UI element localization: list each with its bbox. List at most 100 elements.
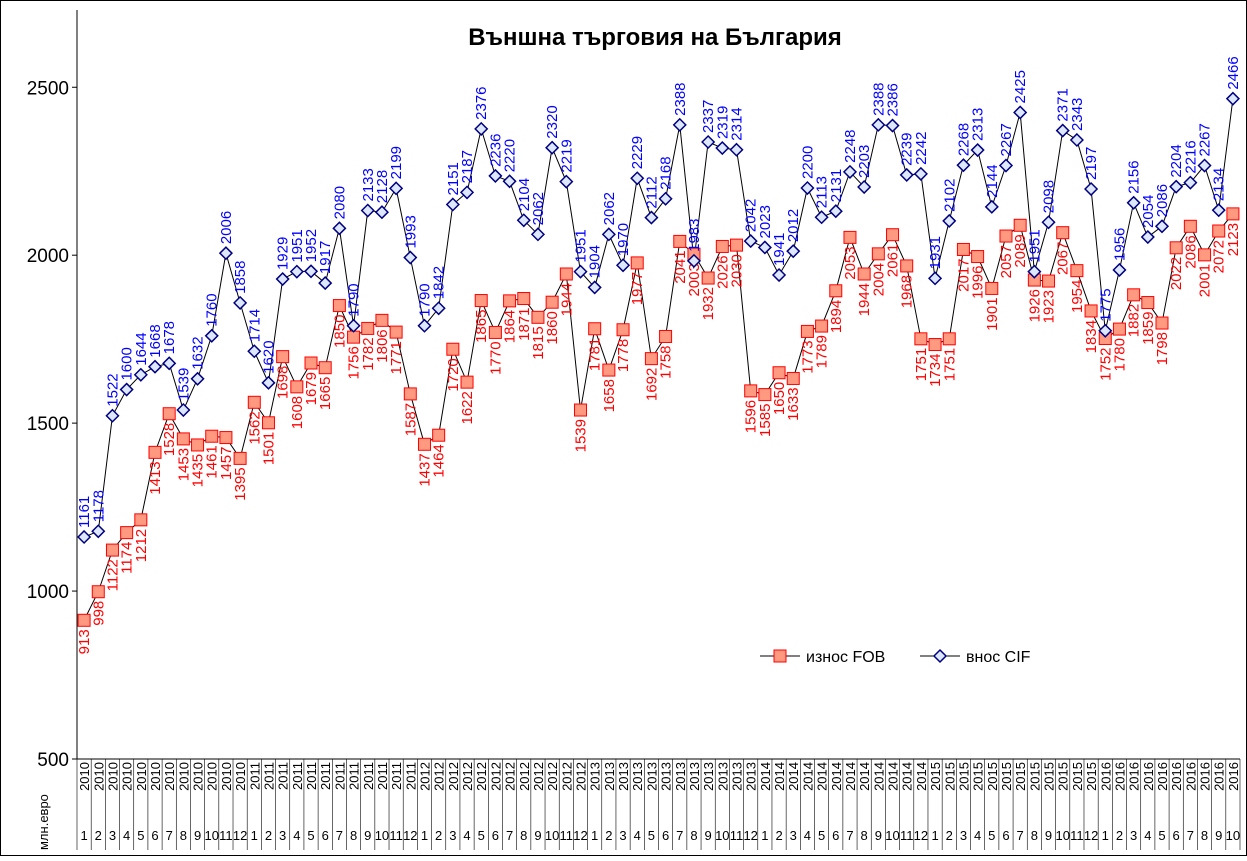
x-month-label: 5 xyxy=(988,828,995,843)
x-month-label: 8 xyxy=(861,828,868,843)
data-label: 1437 xyxy=(416,453,433,486)
data-point xyxy=(432,428,446,442)
data-label: 1882 xyxy=(1126,304,1143,337)
data-label: 1714 xyxy=(246,309,263,342)
data-point xyxy=(445,197,460,212)
x-year-label: 2013 xyxy=(744,762,759,791)
data-label: 2123 xyxy=(1225,223,1242,256)
data-point xyxy=(757,240,772,255)
data-point xyxy=(630,256,644,270)
data-point xyxy=(857,179,872,195)
x-month-label: 3 xyxy=(960,828,967,843)
data-point xyxy=(488,168,503,183)
data-label: 2054 xyxy=(1140,195,1157,228)
data-point xyxy=(545,140,560,155)
x-year-label: 2010 xyxy=(91,762,106,791)
data-point xyxy=(276,350,290,364)
data-point xyxy=(233,451,247,465)
x-year-label: 2010 xyxy=(148,762,163,791)
x-month-label: 6 xyxy=(832,828,839,843)
data-label: 2001 xyxy=(1197,264,1214,297)
x-year-label: 2016 xyxy=(1198,762,1213,791)
data-label: 1790 xyxy=(416,283,433,316)
data-point xyxy=(913,166,928,181)
data-point xyxy=(119,382,134,397)
data-point xyxy=(318,361,332,375)
data-point xyxy=(261,375,276,390)
x-month-label: 12 xyxy=(914,828,928,843)
data-label: 2022 xyxy=(1168,257,1185,290)
data-label: 2012 xyxy=(785,209,802,242)
data-label: 2131 xyxy=(828,169,845,202)
data-point xyxy=(162,356,177,371)
data-label: 2104 xyxy=(516,178,533,211)
x-month-label: 5 xyxy=(137,828,144,843)
x-year-label: 2011 xyxy=(375,762,390,790)
x-year-label: 2014 xyxy=(900,762,915,791)
data-label: 1756 xyxy=(346,346,363,379)
data-point xyxy=(545,295,559,309)
x-year-label: 2012 xyxy=(432,762,447,791)
data-point xyxy=(644,352,658,366)
data-label: 1789 xyxy=(814,335,831,368)
x-year-label: 2015 xyxy=(956,762,971,791)
data-label: 2386 xyxy=(885,83,902,116)
x-month-label: 7 xyxy=(676,828,683,843)
x-year-label: 2011 xyxy=(247,762,262,790)
data-point xyxy=(1226,207,1240,221)
data-point xyxy=(290,380,304,394)
data-label: 1734 xyxy=(927,354,944,387)
x-month-label: 1 xyxy=(591,828,598,843)
x-year-label: 2010 xyxy=(176,762,191,791)
data-label: 2197 xyxy=(1083,147,1100,180)
data-label: 2003 xyxy=(686,263,703,296)
data-label: 2061 xyxy=(885,244,902,277)
x-year-label: 2016 xyxy=(1183,762,1198,791)
data-label: 2062 xyxy=(530,192,547,225)
data-point xyxy=(1198,248,1212,262)
data-point xyxy=(744,384,758,398)
data-label: 1970 xyxy=(615,223,632,256)
x-month-label: 10 xyxy=(545,828,559,843)
data-point xyxy=(247,395,261,409)
data-label: 1413 xyxy=(147,461,164,494)
data-label: 1926 xyxy=(1026,289,1043,322)
data-point xyxy=(531,310,545,324)
x-month-label: 12 xyxy=(573,828,587,843)
data-point xyxy=(516,213,531,228)
data-label: 1929 xyxy=(275,237,292,270)
x-year-label: 2011 xyxy=(389,762,404,790)
x-year-label: 2014 xyxy=(815,762,830,791)
data-label: 2319 xyxy=(714,106,731,139)
data-label: 1954 xyxy=(1069,280,1086,313)
x-month-label: 1 xyxy=(80,828,87,843)
data-label: 1977 xyxy=(629,272,646,305)
data-point xyxy=(842,164,858,179)
x-month-label: 3 xyxy=(449,828,456,843)
data-point xyxy=(900,259,914,273)
x-year-label: 2011 xyxy=(347,762,362,790)
data-point xyxy=(233,295,248,310)
data-label: 2080 xyxy=(331,186,348,219)
data-label: 1894 xyxy=(828,300,845,333)
data-label: 2067 xyxy=(1055,242,1072,275)
x-month-label: 9 xyxy=(194,828,201,843)
data-point xyxy=(120,526,134,540)
data-point xyxy=(871,117,886,132)
data-point xyxy=(814,210,829,225)
data-label: 2314 xyxy=(729,107,746,140)
data-point xyxy=(672,117,687,132)
data-point xyxy=(857,267,871,281)
x-month-label: 8 xyxy=(350,828,357,843)
x-month-label: 8 xyxy=(690,828,697,843)
data-point xyxy=(729,142,744,157)
data-point xyxy=(502,174,517,189)
x-month-label: 10 xyxy=(205,828,219,843)
data-label: 2134 xyxy=(1211,168,1228,201)
x-year-label: 2011 xyxy=(304,762,319,790)
x-year-label: 2014 xyxy=(758,762,773,791)
data-point xyxy=(758,388,772,402)
data-label: 2156 xyxy=(1126,160,1143,193)
x-month-label: 2 xyxy=(605,828,612,843)
data-point xyxy=(503,294,517,308)
